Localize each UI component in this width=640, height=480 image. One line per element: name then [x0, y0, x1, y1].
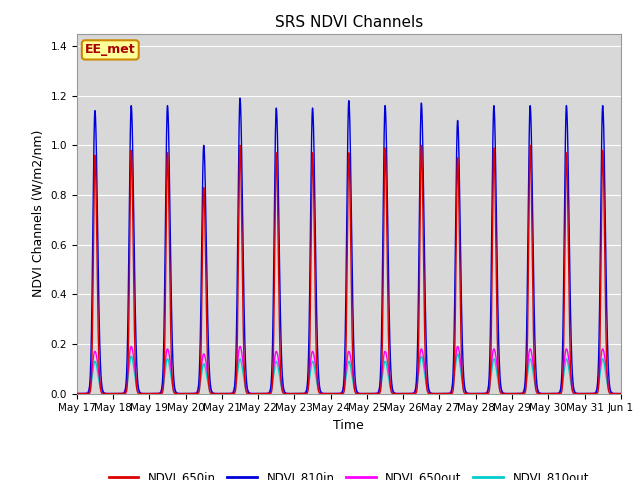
Title: SRS NDVI Channels: SRS NDVI Channels: [275, 15, 423, 30]
Legend: NDVI_650in, NDVI_810in, NDVI_650out, NDVI_810out: NDVI_650in, NDVI_810in, NDVI_650out, NDV…: [104, 466, 594, 480]
Text: EE_met: EE_met: [85, 43, 136, 56]
X-axis label: Time: Time: [333, 419, 364, 432]
Y-axis label: NDVI Channels (W/m2/nm): NDVI Channels (W/m2/nm): [32, 130, 45, 297]
